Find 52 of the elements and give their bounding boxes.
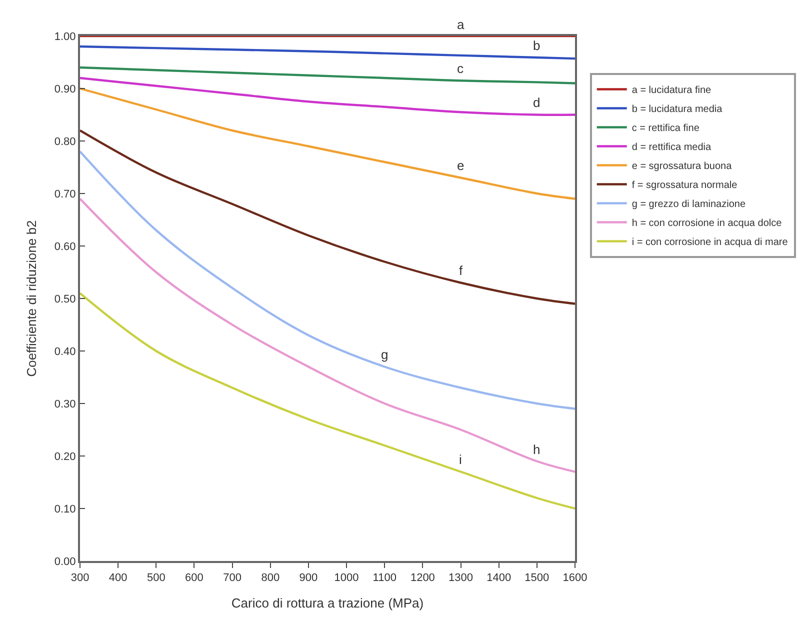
line-series: [80, 129, 575, 305]
y-tick-label: 0.30: [54, 398, 76, 410]
y-tick-label: 0.80: [54, 136, 76, 148]
x-tick-label: 1400: [486, 572, 512, 584]
x-tick-label: 1200: [410, 572, 435, 584]
y-axis-title: Coefficiente di riduzione b2: [24, 220, 39, 377]
line-series: [80, 292, 575, 510]
x-tick-label: 1300: [448, 572, 474, 584]
y-tick-label: 0.50: [54, 293, 76, 306]
x-tick-label: 400: [108, 572, 128, 584]
x-tick-label: 500: [146, 572, 166, 584]
legend-label: i = con corrosione in acqua di mare: [632, 237, 788, 248]
y-tick-label: 0.60: [54, 240, 76, 253]
annotation: c: [457, 61, 464, 76]
y-tick-label: 0.10: [54, 503, 76, 516]
annotation: i: [459, 452, 462, 467]
line-series: [80, 66, 575, 84]
line-series: [80, 76, 575, 116]
legend-label: f = sgrossatura normale: [632, 180, 738, 192]
y-tick-label: 0.70: [54, 188, 76, 200]
legend-label: c = rettifica fine: [632, 123, 700, 134]
x-axis-title: Carico di rottura a trazione (MPa): [231, 595, 424, 610]
x-tick-label: 1100: [372, 572, 396, 584]
annotation: a: [457, 17, 465, 32]
x-tick-label: 1000: [334, 572, 359, 584]
x-tick-label: 1600: [562, 572, 588, 584]
x-tick-label: 900: [299, 572, 318, 584]
legend-label: d = rettifica media: [632, 142, 712, 154]
legend-label: b = lucidatura media: [632, 104, 723, 116]
legend-label: h = con corrosione in acqua dolce: [632, 218, 782, 230]
annotation: g: [381, 347, 388, 362]
x-tick-label: 700: [223, 572, 242, 584]
annotation: f: [459, 263, 463, 278]
y-tick-label: 0.20: [54, 450, 76, 463]
annotation: e: [457, 158, 464, 173]
annotation: h: [533, 442, 540, 457]
x-tick-label: 600: [185, 572, 204, 584]
x-tick-label: 300: [70, 572, 90, 584]
x-tick-label: 1500: [524, 572, 550, 584]
annotation: d: [533, 95, 540, 110]
legend-label: g = grezzo di laminazione: [632, 199, 746, 210]
line-series: [80, 198, 575, 473]
line-series: [80, 150, 575, 410]
annotation: b: [533, 38, 540, 53]
y-tick-label: 1.00: [54, 30, 76, 43]
y-tick-label: 0.90: [54, 83, 76, 96]
y-tick-label: 0.00: [54, 556, 76, 568]
line-series: [80, 87, 575, 200]
legend-label: e = sgrossatura buona: [632, 161, 732, 172]
legend-label: a = lucidatura fine: [632, 85, 712, 96]
x-tick-label: 800: [261, 572, 280, 584]
y-tick-label: 0.40: [54, 346, 76, 358]
